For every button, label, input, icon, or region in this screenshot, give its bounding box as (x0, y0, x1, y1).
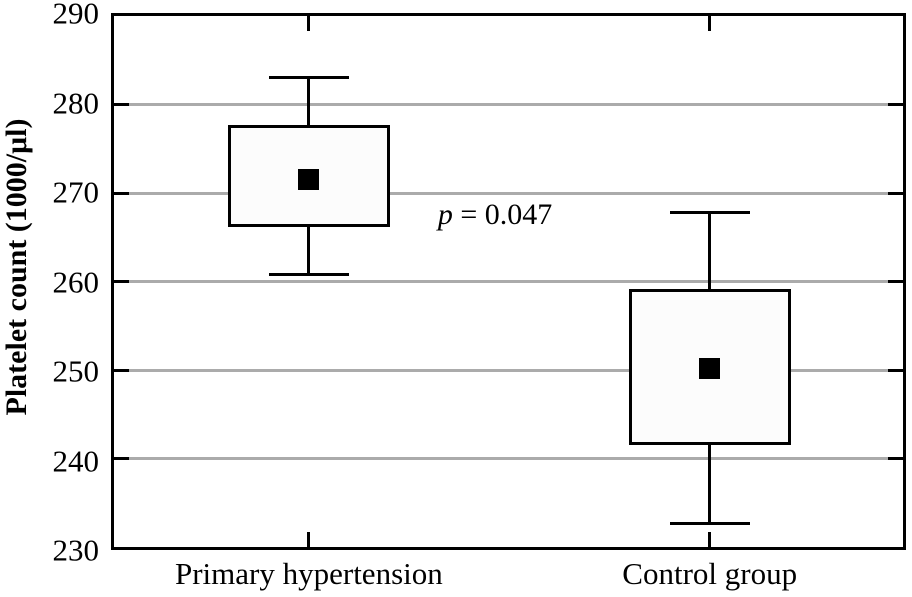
category-tick-top-0 (307, 16, 311, 31)
y-tick-mark-right-240 (888, 457, 903, 460)
category-tick-bottom-1 (708, 532, 712, 547)
y-tick-mark-left-240 (114, 457, 129, 460)
whisker-cap-top-control-group (669, 210, 750, 214)
y-tick-label-250: 250 (52, 353, 100, 389)
category-tick-top-1 (708, 16, 712, 31)
plot-area (111, 13, 906, 550)
y-tick-label-270: 270 (52, 174, 100, 210)
p-value-text: = 0.047 (452, 198, 553, 232)
gridline-280 (114, 103, 903, 106)
x-axis-label-control-group: Control group (622, 556, 798, 591)
whisker-cap-top-primary-hypertension (268, 76, 349, 80)
gridline-260 (114, 280, 903, 283)
mean-marker-primary-hypertension (298, 169, 320, 191)
y-tick-mark-right-270 (888, 191, 903, 195)
y-tick-mark-left-280 (114, 103, 129, 106)
box-group-control-group (114, 16, 903, 547)
gridline-250 (114, 368, 903, 372)
y-tick-mark-right-250 (888, 368, 903, 372)
y-tick-mark-right-260 (888, 280, 903, 283)
y-tick-label-240: 240 (52, 443, 100, 478)
p-value-variable: p (437, 198, 453, 232)
y-tick-mark-right-280 (888, 103, 903, 106)
gridline-270 (114, 191, 903, 195)
y-tick-label-290: 290 (52, 0, 100, 31)
y-tick-label-260: 260 (52, 264, 100, 299)
y-tick-mark-left-250 (114, 368, 129, 372)
y-tick-mark-left-270 (114, 191, 129, 195)
gridline-240 (114, 457, 903, 460)
whisker-cap-bottom-primary-hypertension (268, 272, 349, 276)
x-axis-label-primary-hypertension: Primary hypertension (174, 556, 443, 591)
whisker-cap-bottom-control-group (669, 521, 750, 525)
y-tick-label-280: 280 (52, 85, 100, 120)
p-value-annotation: p = 0.047 (438, 198, 552, 232)
category-tick-bottom-0 (307, 532, 311, 547)
mean-marker-control-group (699, 357, 721, 379)
box-group-primary-hypertension (114, 16, 903, 547)
y-tick-mark-left-260 (114, 280, 129, 283)
y-tick-label-230: 230 (52, 532, 100, 568)
